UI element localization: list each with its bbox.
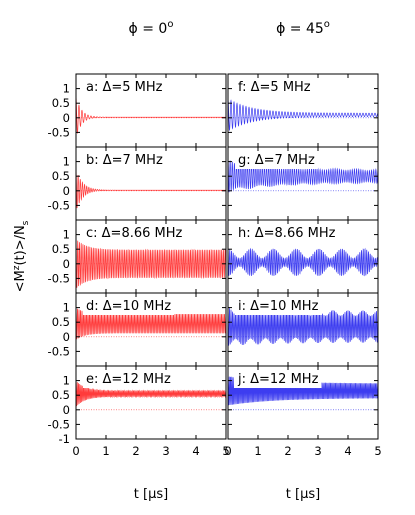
panels-layer: a: Δ=5 MHz b: Δ=7 MHz c: Δ=8.66 MHz d: Δ=10…	[75, 79, 379, 411]
panel-label-bg	[235, 298, 322, 315]
panel-h: h: Δ=8.66 MHz	[227, 225, 379, 277]
series-line	[75, 238, 227, 288]
y-tick-label: 1	[63, 155, 70, 169]
series-line	[227, 98, 379, 132]
series-line	[227, 159, 379, 193]
column-title-1: ϕ = 45o	[276, 19, 330, 37]
x-tick-label: 5	[374, 444, 381, 458]
x-tick-label: 1	[254, 444, 261, 458]
panel-label: a: Δ=5 MHz	[86, 80, 163, 95]
x-tick-label: 4	[192, 444, 199, 458]
panel-label-bg	[234, 371, 322, 388]
panel-f: f: Δ=5 MHz	[227, 79, 379, 132]
x-tick-label: 2	[132, 444, 139, 458]
panel-label-bg	[235, 152, 318, 169]
titles-layer: ϕ = 0o ϕ = 45o <Mz(t)>/Ns t [μs] t [μs]	[12, 19, 330, 502]
axes-layer: -0.500.51-0.500.51-0.500.51-0.500.51-1-0…	[48, 73, 382, 458]
x-axis-title-0: t [μs]	[134, 487, 168, 502]
series-line	[75, 169, 226, 209]
x-tick-label: 2	[284, 444, 291, 458]
y-tick-label: 0	[63, 111, 70, 125]
panel-e: e: Δ=12 MHz	[75, 371, 227, 411]
panel-label: g: Δ=7 MHz	[238, 153, 315, 168]
panel-b: b: Δ=7 MHz	[75, 152, 226, 209]
x-axis-title-1: t [μs]	[286, 487, 320, 502]
panel-label-bg	[83, 79, 166, 96]
x-tick-label: 0	[224, 444, 231, 458]
y-tick-label: 0.5	[52, 388, 70, 402]
y-tick-label: -0.5	[48, 417, 70, 431]
y-tick-label: -0.5	[48, 271, 70, 285]
y-tick-label: -0.5	[48, 198, 70, 212]
y-tick-label: -0.5	[48, 344, 70, 358]
y-tick-label: -0.5	[48, 125, 70, 139]
column-title-0: ϕ = 0o	[129, 19, 174, 37]
panel-label-bg	[83, 371, 174, 388]
panel-label-bg	[235, 79, 314, 96]
panel-a: a: Δ=5 MHz	[75, 79, 226, 134]
panel-label: h: Δ=8.66 MHz	[238, 226, 336, 241]
y-tick-label: 0	[63, 257, 70, 271]
panel-label: i: Δ=10 MHz	[238, 299, 319, 314]
panel-label: e: Δ=12 MHz	[86, 372, 171, 387]
series-line	[227, 247, 379, 277]
series-line	[75, 96, 226, 134]
panel-g: g: Δ=7 MHz	[227, 152, 379, 193]
y-tick-label: 0.5	[52, 169, 70, 183]
panel-label-bg	[83, 225, 186, 242]
panel-label: c: Δ=8.66 MHz	[86, 226, 183, 241]
panel-i: i: Δ=10 MHz	[227, 298, 379, 346]
panel-label: f: Δ=5 MHz	[238, 80, 311, 95]
panel-label-bg	[235, 225, 339, 242]
panel-frame	[75, 365, 227, 440]
x-tick-label: 1	[102, 444, 109, 458]
panel-frame	[227, 365, 379, 440]
y-tick-label: -1	[59, 432, 70, 446]
panel-d: d: Δ=10 MHz	[75, 298, 227, 340]
panel-j: j: Δ=12 MHz	[227, 371, 379, 411]
x-tick-label: 4	[344, 444, 351, 458]
x-tick-label: 3	[314, 444, 321, 458]
y-tick-label: 0	[63, 403, 70, 417]
y-tick-label: 0.5	[52, 242, 70, 256]
x-tick-label: 3	[162, 444, 169, 458]
x-tick-label: 5	[222, 444, 229, 458]
y-tick-label: 1	[63, 82, 70, 96]
x-tick-label: 0	[72, 444, 79, 458]
y-axis-title: <Mz(t)>/Ns	[12, 220, 31, 292]
y-tick-label: 0.5	[52, 315, 70, 329]
panel-c: c: Δ=8.66 MHz	[75, 225, 227, 288]
panel-label: j: Δ=12 MHz	[237, 372, 319, 387]
y-tick-label: 0.5	[52, 96, 70, 110]
panel-label-bg	[83, 152, 166, 169]
series-line	[75, 380, 227, 407]
panel-label-bg	[83, 298, 175, 315]
panel-label: b: Δ=7 MHz	[86, 153, 163, 168]
y-tick-label: 1	[63, 301, 70, 315]
panel-label: d: Δ=10 MHz	[86, 299, 171, 314]
y-tick-label: 1	[63, 228, 70, 242]
y-tick-label: 0	[63, 330, 70, 344]
y-tick-label: 1	[63, 374, 70, 388]
y-tick-label: 0	[63, 184, 70, 198]
